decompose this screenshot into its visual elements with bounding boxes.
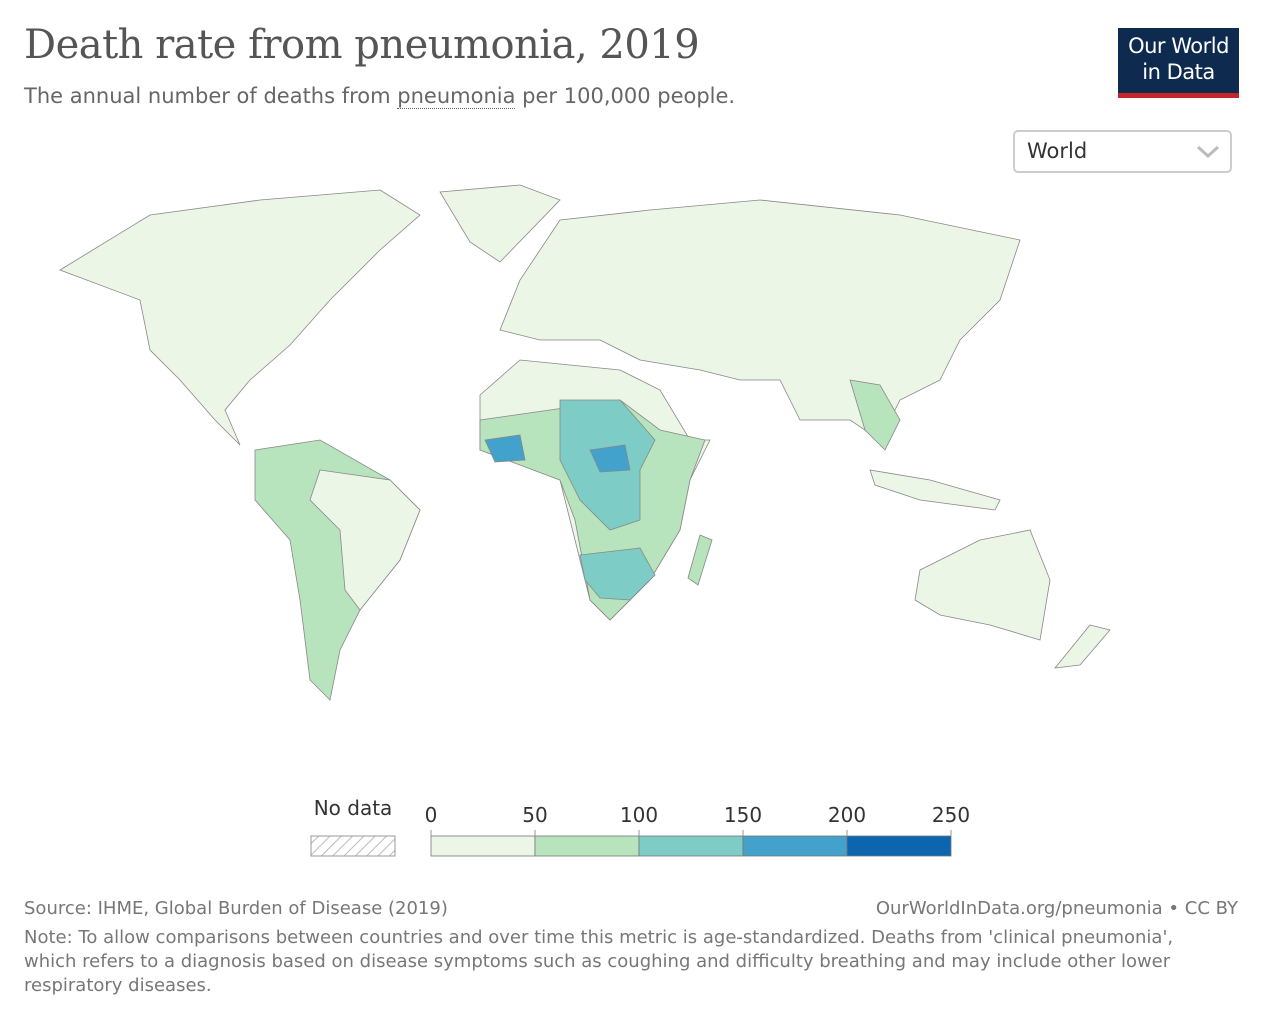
legend-bin [846, 835, 952, 857]
legend-bin [534, 835, 640, 857]
madagascar [687, 534, 713, 586]
subtitle: The annual number of deaths from pneumon… [24, 84, 736, 109]
map-shapes [59, 184, 1111, 701]
legend-tick-label: 250 [932, 803, 970, 827]
no-data-swatch [310, 835, 396, 857]
nigeria [589, 444, 631, 473]
brazil [309, 469, 421, 611]
eurasia [499, 199, 1021, 441]
west-africa [484, 434, 526, 463]
legend-tick-label: 200 [828, 803, 866, 827]
legend-bin [638, 835, 744, 857]
selector-value: World [1027, 139, 1088, 163]
url[interactable]: OurWorldInData.org/pneumonia • CC BY [875, 898, 1238, 919]
indonesia [869, 469, 1001, 511]
legend-bin [430, 835, 536, 857]
logo[interactable]: Our World in Data [1118, 28, 1239, 98]
southeast-asia [849, 379, 901, 451]
legend-tick-label: 50 [522, 803, 547, 827]
map: No data 0 50 100 150 200 250 [59, 184, 1111, 857]
legend: 0 50 100 150 200 250 [425, 803, 970, 857]
legend-tick-label: 0 [425, 803, 438, 827]
subtitle-text: per 100,000 people. [522, 84, 736, 108]
note: Note: To allow comparisons between count… [24, 927, 1174, 996]
subtitle-link[interactable]: pneumonia [397, 84, 516, 109]
southern-africa [579, 547, 656, 601]
source: Source: IHME, Global Burden of Disease (… [24, 898, 448, 919]
north-america [59, 189, 421, 446]
legend-tick-label: 150 [724, 803, 762, 827]
region-selector[interactable]: World [1013, 130, 1232, 173]
new-zealand [1054, 624, 1111, 669]
chevron [1196, 145, 1220, 159]
subtitle-text: The annual number of deaths from [24, 84, 391, 108]
greenland [439, 184, 561, 263]
logo-line: Our World [1128, 34, 1229, 58]
no-data-label: No data [314, 796, 393, 820]
logo-line: in Data [1142, 60, 1215, 84]
legend-tick-label: 100 [620, 803, 658, 827]
australia [914, 529, 1051, 641]
title: Death rate from pneumonia, 2019 [24, 22, 700, 68]
legend-bin [742, 835, 848, 857]
